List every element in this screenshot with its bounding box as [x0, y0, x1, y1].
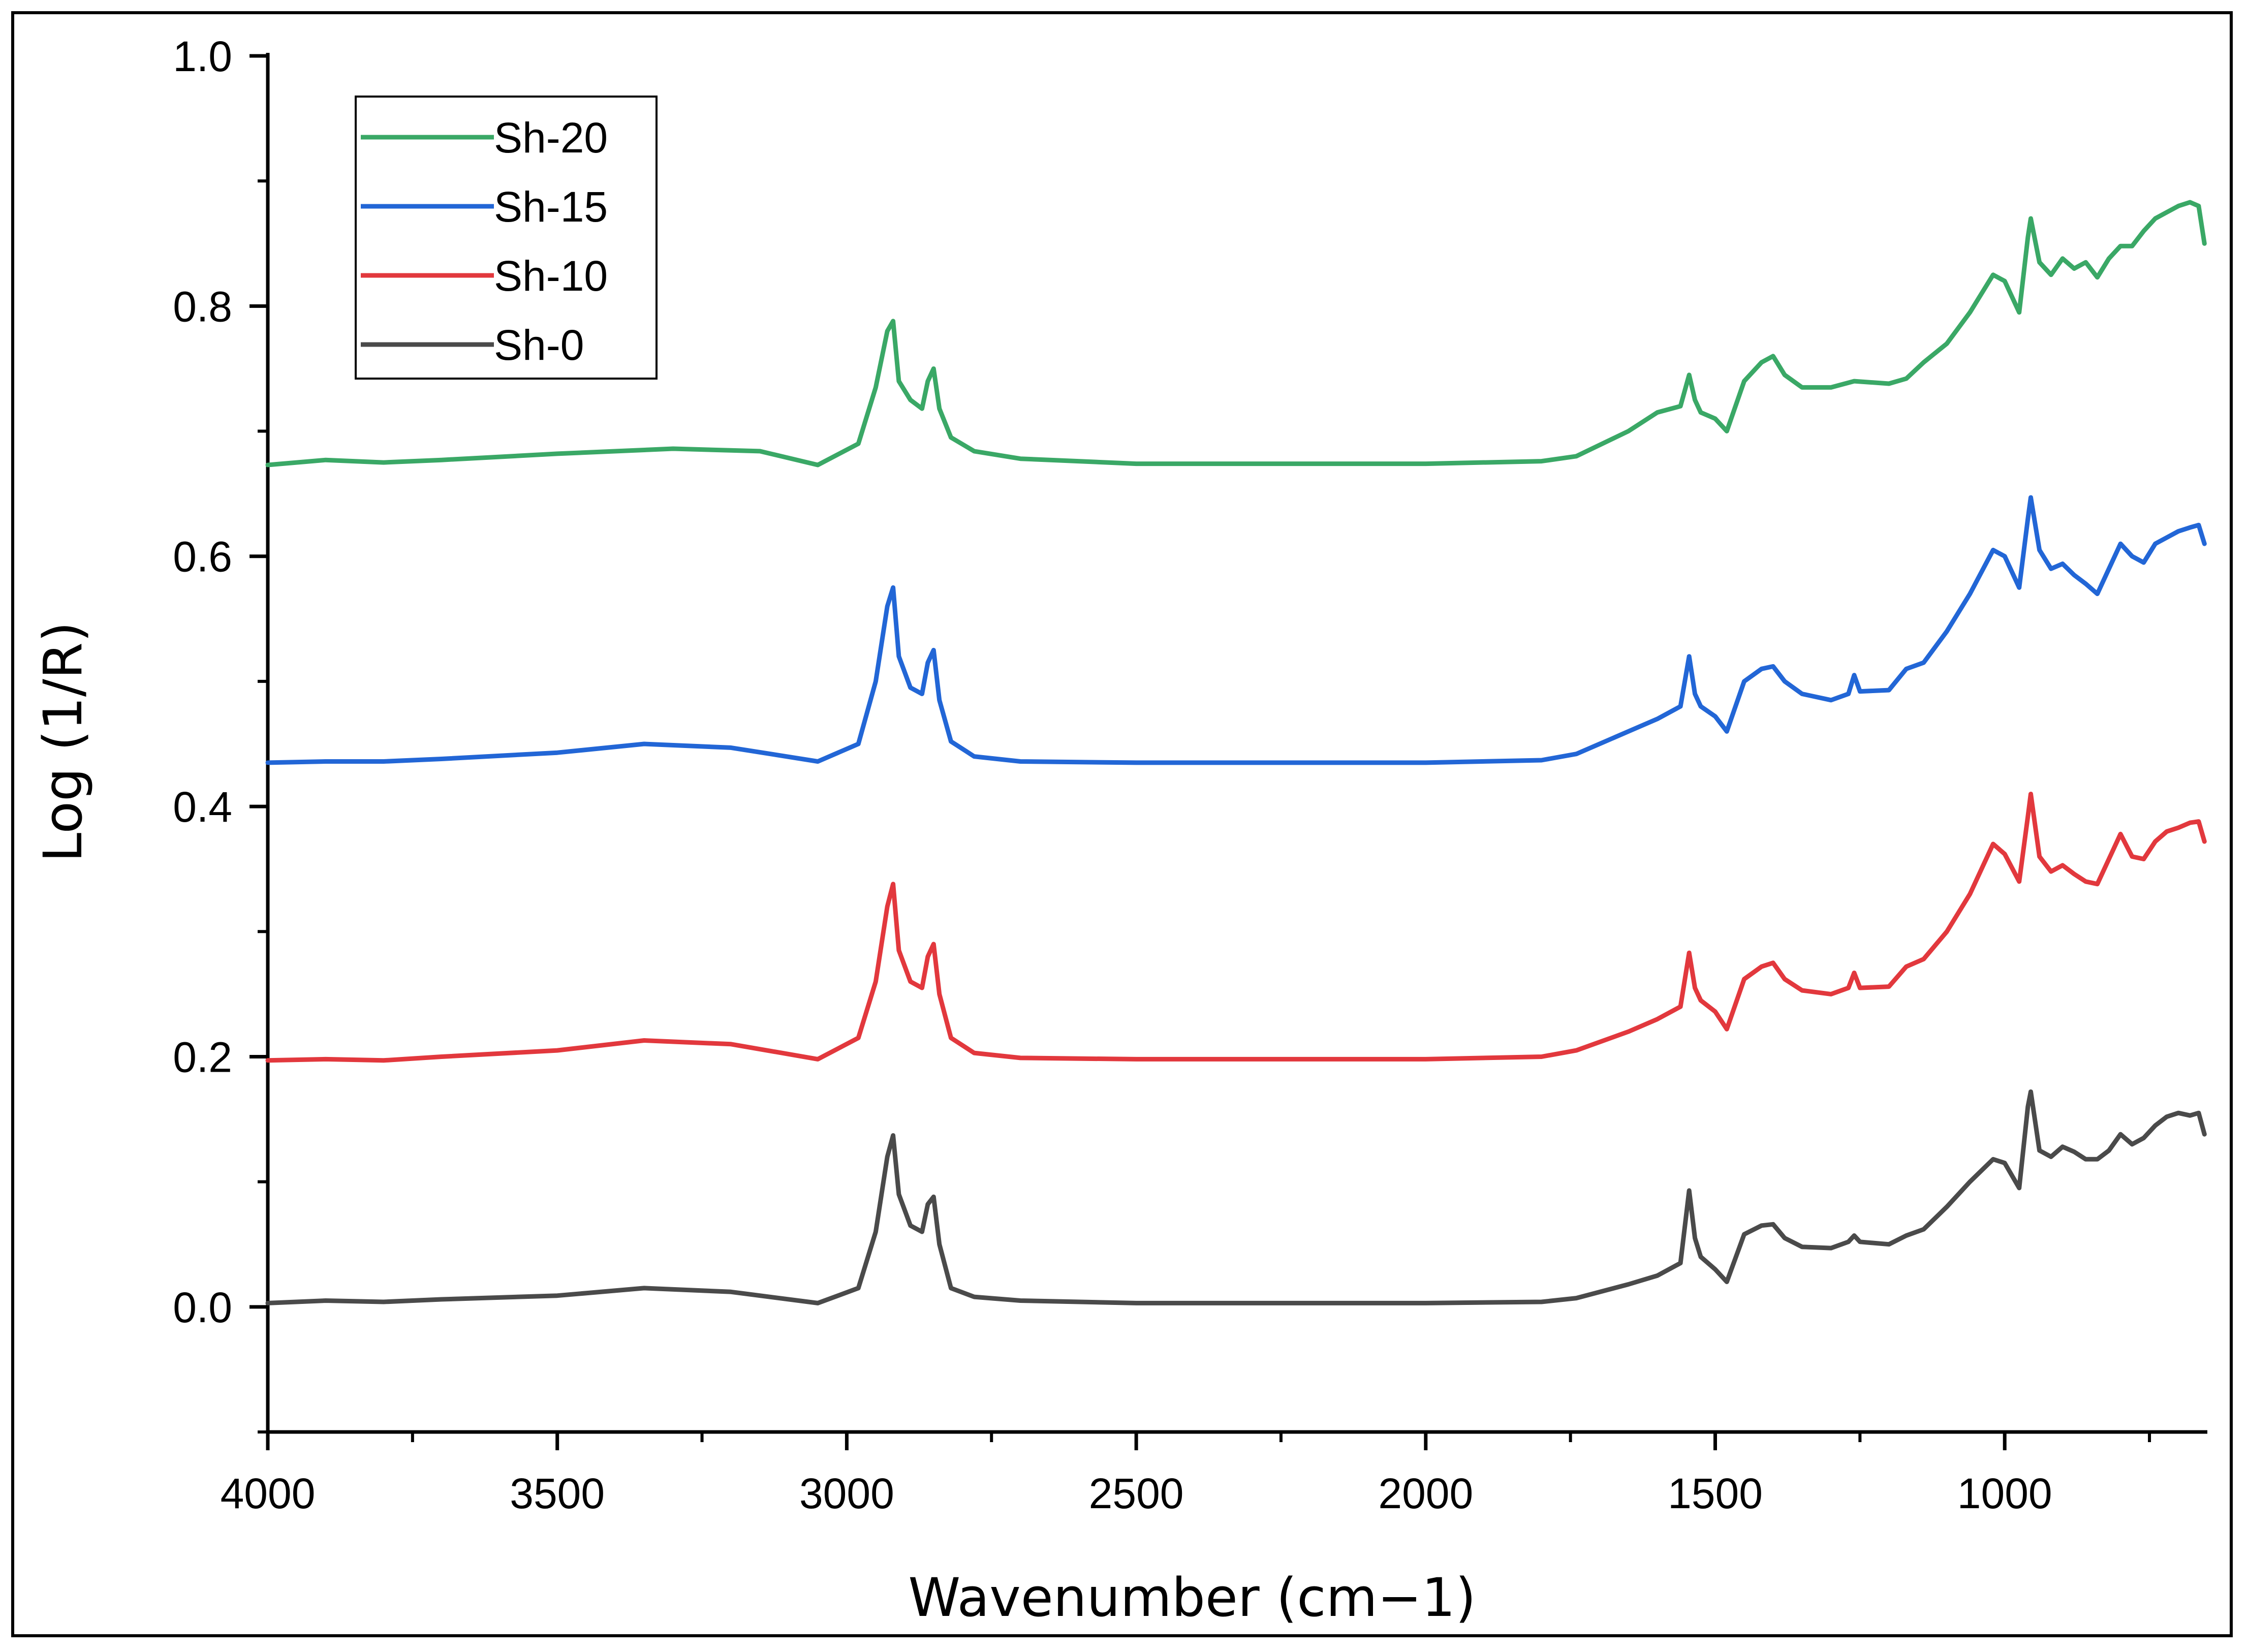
series-line-sh-0	[265, 1089, 2207, 1305]
x-tick-label: 3000	[799, 1470, 894, 1517]
series-lines	[265, 200, 2207, 1305]
y-tick-label: 0.4	[173, 783, 232, 831]
x-tick-label: 1000	[1957, 1470, 2052, 1517]
legend-box	[355, 96, 658, 380]
legend-label: Sh-0	[494, 321, 584, 369]
y-tick-label: 0.8	[173, 283, 232, 330]
legend: Sh-20 Sh-15 Sh-10 Sh-0	[355, 96, 658, 380]
series-line-sh-10	[265, 792, 2207, 1063]
tick-labels: 0.0 0.2 0.4 0.6 0.8 1.0 4000 3500 3000 2500 2000 15…	[173, 33, 2052, 1517]
series-line-sh-20	[265, 200, 2207, 467]
x-tick-label: 3500	[510, 1470, 605, 1517]
legend-label: Sh-20	[494, 114, 608, 162]
series-line-sh-15	[265, 495, 2207, 765]
y-tick-label: 0.6	[173, 533, 232, 581]
y-tick-label: 0.0	[173, 1284, 232, 1331]
y-axis-title: Log (1/R)	[32, 621, 94, 862]
x-tick-label: 1500	[1668, 1470, 1763, 1517]
x-tick-label: 2500	[1089, 1470, 1184, 1517]
legend-label: Sh-15	[494, 183, 608, 231]
y-tick-label: 1.0	[173, 33, 232, 80]
y-tick-label: 0.2	[173, 1033, 232, 1081]
x-axis-title: Wavenumber (cm−1)	[908, 1567, 1476, 1629]
legend-label: Sh-10	[494, 252, 608, 300]
x-tick-label: 4000	[221, 1470, 316, 1517]
axes	[249, 53, 2207, 1450]
x-tick-label: 2000	[1378, 1470, 1473, 1517]
